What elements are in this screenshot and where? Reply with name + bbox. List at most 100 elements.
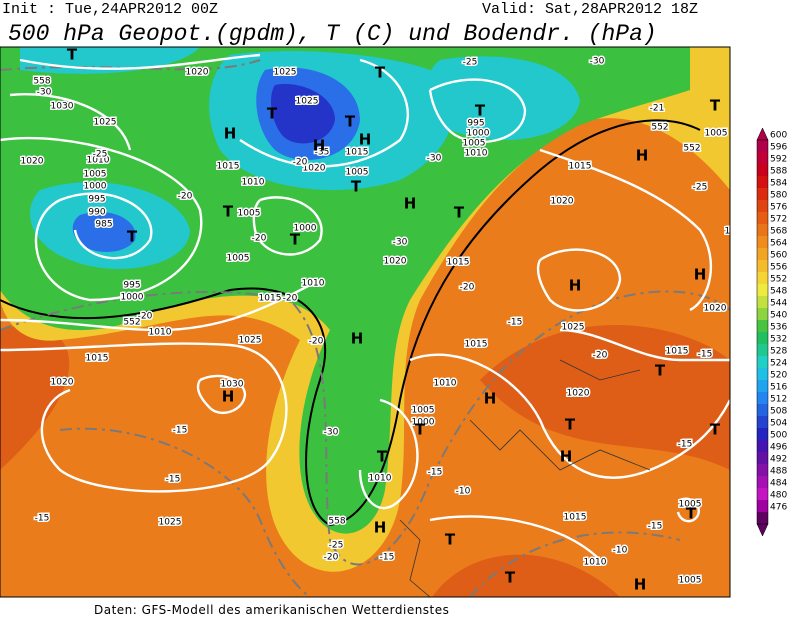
pressure-label: 1000 (84, 182, 107, 192)
colorbar-label: 508 (770, 407, 787, 417)
pressure-center: T (710, 421, 721, 439)
colorbar-swatch (757, 260, 768, 272)
green-area (0, 47, 690, 534)
colorbar-label: 592 (770, 155, 787, 165)
pressure-label: 1020 (567, 389, 590, 399)
colorbar-arrow-top (756, 127, 769, 141)
pressure-label: 1015 (346, 148, 369, 158)
pressure-center: T (267, 105, 278, 123)
pressure-center: H (560, 448, 573, 466)
colorbar-label: 520 (770, 371, 787, 381)
colorbar-label: 500 (770, 431, 787, 441)
colorbar-swatch (757, 500, 768, 512)
colorbar-swatch (757, 164, 768, 176)
valid-time: Valid: Sat,28APR2012 18Z (482, 1, 698, 18)
pressure-center: T (127, 228, 138, 246)
pressure-label: 1005 (463, 139, 486, 149)
colorbar-swatch (757, 428, 768, 440)
temperature-label: -25 (329, 541, 344, 551)
pressure-label: 990 (88, 208, 105, 218)
geopotential-label: 552 (683, 144, 700, 154)
temperature-label: -20 (138, 312, 153, 322)
colorbar-label: 488 (770, 467, 787, 477)
pressure-center: T (710, 97, 721, 115)
pressure-label: 1010 (87, 156, 110, 166)
pressure-center: T (505, 569, 516, 587)
pressure-label: 1000 (121, 293, 144, 303)
pressure-center: T (686, 505, 697, 523)
colorbar-label: 584 (770, 179, 787, 189)
temperature-label: -25 (693, 183, 708, 193)
map-frame (0, 46, 731, 598)
pressure-label: 1015 (86, 354, 109, 364)
coastline (399, 359, 651, 597)
colorbar-swatch (757, 308, 768, 320)
geopotential-label: 558 (328, 517, 345, 527)
geopotential-label: 558 (33, 77, 50, 87)
pressure-label: 995 (88, 195, 105, 205)
pressure-center: H (359, 131, 372, 149)
pressure-center: T (445, 531, 456, 549)
colorbar-label: 548 (770, 287, 787, 297)
colorbar-swatch (757, 188, 768, 200)
pressure-label: 1020 (384, 257, 407, 267)
colorbar-swatch (757, 416, 768, 428)
pressure-label: 1015 (569, 162, 592, 172)
map-title: 500 hPa Geopot.(gpdm), T (C) und Bodendr… (8, 21, 657, 47)
pressure-label: 1010 (434, 379, 457, 389)
pressure-center: H (351, 330, 364, 348)
pressure-label: 1010 (369, 474, 392, 484)
colorbar-swatch (757, 440, 768, 452)
pressure-center: H (313, 137, 326, 155)
pressure-label: 1015 (465, 340, 488, 350)
pressure-label: 1020 (704, 304, 727, 314)
pressure-label: 1005 (84, 170, 107, 180)
colorbar-swatch (757, 296, 768, 308)
pressure-label: 1025 (239, 336, 262, 346)
colorbar-label: 496 (770, 443, 787, 453)
pressure-label: 1005 (705, 129, 728, 139)
temperature-label: -20 (178, 192, 193, 202)
pressure-label: 1025 (274, 68, 297, 78)
temperature-label: -20 (324, 553, 339, 563)
init-time: Init : Tue,24APR2012 00Z (2, 1, 218, 18)
isobar (0, 53, 730, 561)
colorbar-swatch (757, 380, 768, 392)
colorbar-swatch (757, 344, 768, 356)
pressure-label: 1010 (149, 328, 172, 338)
colorbar-label: 588 (770, 167, 787, 177)
pressure-label: 1020 (303, 164, 326, 174)
pressure-label: 1015 (564, 513, 587, 523)
pressure-label: 1010 (242, 178, 265, 188)
pressure-center: H (224, 125, 237, 143)
cold-core-deep (270, 84, 335, 144)
colorbar-swatch (757, 200, 768, 212)
temperature-label: -15 (173, 426, 188, 436)
pressure-center: T (655, 362, 666, 380)
pressure-label: 1000 (467, 129, 490, 139)
colorbar-swatch (757, 152, 768, 164)
pressure-label: 1030 (221, 380, 244, 390)
colorbar-label: 556 (770, 263, 787, 273)
pressure-center: T (351, 178, 362, 196)
pressure-center: T (475, 102, 486, 120)
temperature-label: -20 (293, 158, 308, 168)
colorbar-label: 596 (770, 143, 787, 153)
temperature-label: -15 (648, 522, 663, 532)
temperature-label: -20 (283, 294, 298, 304)
pressure-center: H (636, 147, 649, 165)
colorbar-label: 512 (770, 395, 787, 405)
pressure-label: 1015 (259, 294, 282, 304)
colorbar-swatch (757, 224, 768, 236)
pressure-center: H (694, 266, 707, 284)
pressure-center: H (569, 277, 582, 295)
pressure-label: 1025 (94, 118, 117, 128)
colorbar-swatch (757, 140, 768, 152)
colorbar-label: 552 (770, 275, 787, 285)
colorbar-swatch (757, 392, 768, 404)
pressure-center: H (222, 388, 235, 406)
pressure-label: 1005 (412, 406, 435, 416)
colorbar-swatch (757, 476, 768, 488)
